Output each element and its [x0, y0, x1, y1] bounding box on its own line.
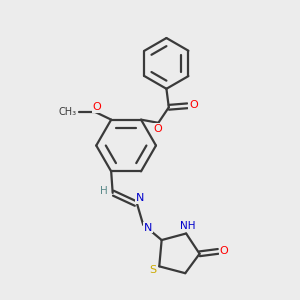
Text: N: N — [136, 193, 144, 203]
Text: O: O — [220, 245, 228, 256]
Text: O: O — [93, 102, 101, 112]
Text: O: O — [189, 100, 198, 110]
Text: NH: NH — [180, 221, 195, 231]
Text: O: O — [153, 124, 162, 134]
Text: CH₃: CH₃ — [58, 107, 76, 117]
Text: N: N — [143, 223, 152, 232]
Text: S: S — [149, 265, 156, 275]
Text: H: H — [100, 186, 108, 197]
